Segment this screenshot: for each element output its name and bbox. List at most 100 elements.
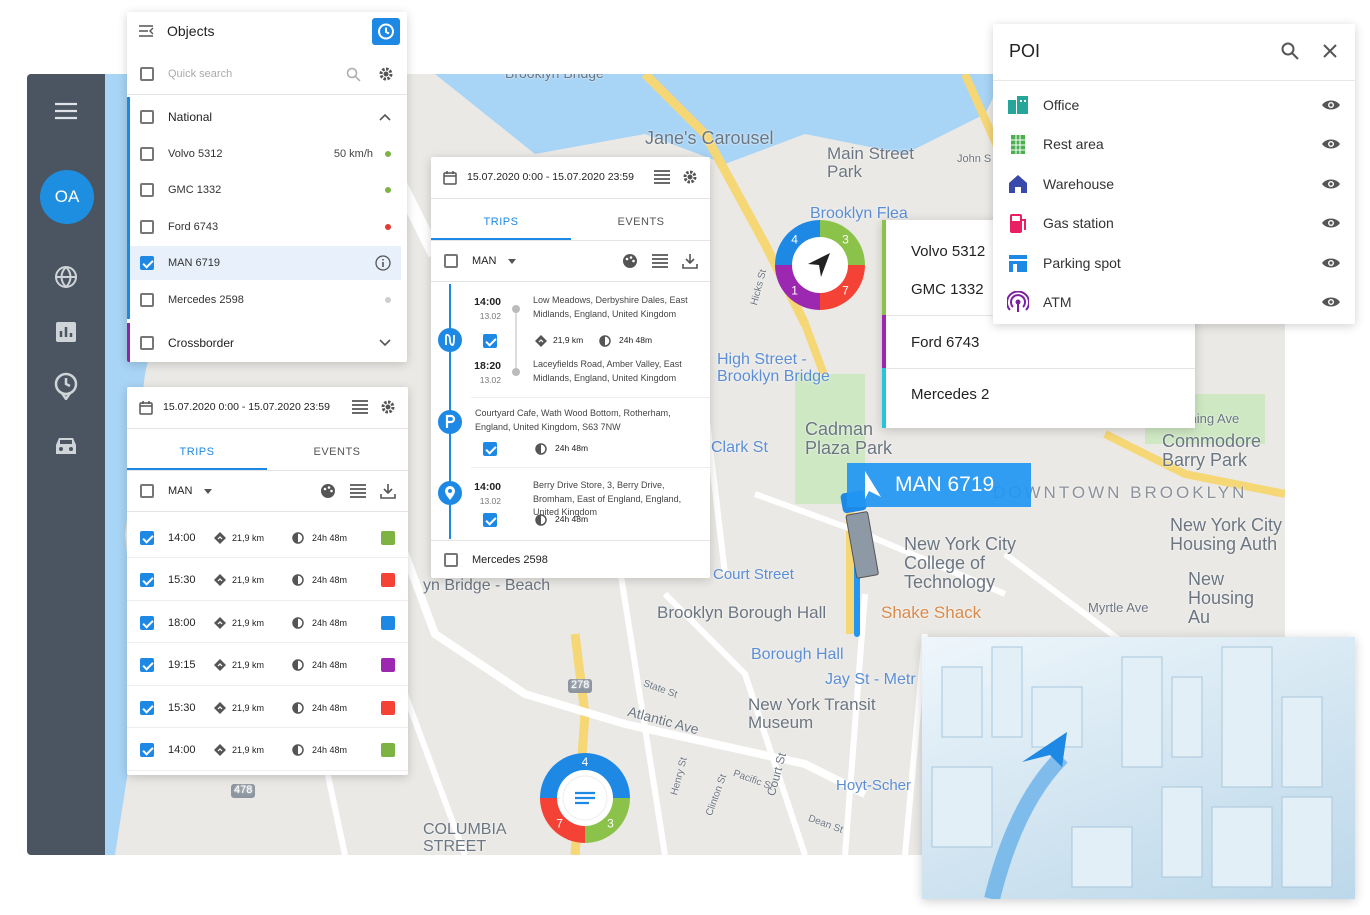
icon-part xyxy=(536,515,541,525)
poi-row[interactable]: Rest area xyxy=(993,127,1355,161)
checkbox[interactable] xyxy=(140,530,154,545)
dropdown-arrow[interactable] xyxy=(508,258,622,264)
divider xyxy=(431,198,710,199)
info-icon[interactable] xyxy=(375,255,391,271)
visibility-icon[interactable] xyxy=(1321,136,1341,152)
list-icon[interactable] xyxy=(654,169,670,185)
checkbox[interactable] xyxy=(140,146,154,161)
distance-icon xyxy=(214,701,226,714)
icon-part xyxy=(375,255,391,271)
download-icon[interactable] xyxy=(380,483,396,499)
palette-icon[interactable] xyxy=(622,253,638,269)
icon-part xyxy=(1015,299,1021,305)
globe-icon[interactable] xyxy=(54,265,78,289)
filter-name[interactable]: MAN xyxy=(168,485,193,497)
search-icon[interactable] xyxy=(1281,42,1299,60)
checkbox[interactable] xyxy=(140,700,154,715)
visibility-icon[interactable] xyxy=(1321,215,1341,231)
collapse-icon[interactable] xyxy=(139,25,155,37)
dropdown-arrow[interactable] xyxy=(204,488,320,494)
group-row[interactable]: National xyxy=(127,100,407,134)
trip-row[interactable]: 14:00 21,9 km 24h 48m xyxy=(127,731,408,771)
checkbox[interactable] xyxy=(140,256,154,270)
poi-row[interactable]: Parking spot xyxy=(993,246,1355,280)
icon-part xyxy=(683,170,697,184)
checkbox[interactable] xyxy=(140,615,154,630)
distance-icon xyxy=(214,659,226,671)
visibility-icon[interactable] xyxy=(1321,97,1341,113)
checkbox[interactable] xyxy=(483,513,497,527)
list-icon[interactable] xyxy=(350,483,366,499)
settings-icon[interactable] xyxy=(378,66,394,82)
object-row[interactable]: GMC 1332 xyxy=(127,173,407,207)
trip-row[interactable]: 18:00 21,9 km 24h 48m xyxy=(127,603,408,643)
start-address: Low Meadows, Derbyshire Dales, East Midl… xyxy=(533,295,688,319)
poi-row[interactable]: ATM xyxy=(993,285,1355,319)
trip-row[interactable]: 15:30 21,9 km 24h 48m xyxy=(127,688,408,728)
checkbox[interactable] xyxy=(140,484,154,498)
checkbox[interactable] xyxy=(140,335,154,350)
checkbox[interactable] xyxy=(140,658,154,672)
list-icon[interactable] xyxy=(652,253,668,269)
checkbox[interactable] xyxy=(483,442,497,456)
date-range[interactable]: 15.07.2020 0:00 - 15.07.2020 23:59 xyxy=(163,401,330,413)
object-row[interactable]: MAN 6719 xyxy=(127,246,401,280)
history-button[interactable] xyxy=(372,18,400,45)
trip-color xyxy=(381,658,395,672)
checkbox[interactable] xyxy=(140,67,154,81)
checkbox[interactable] xyxy=(140,183,154,197)
vehicles-icon[interactable] xyxy=(53,435,79,457)
avatar[interactable]: OA xyxy=(40,170,94,224)
object-row[interactable]: Mercedes 2598 xyxy=(431,543,710,577)
checkbox[interactable] xyxy=(444,254,458,268)
checkbox[interactable] xyxy=(140,219,154,234)
visibility-icon[interactable] xyxy=(1321,176,1341,192)
tab[interactable]: TRIPS xyxy=(179,446,215,458)
object-row[interactable]: Ford 6743 xyxy=(127,210,407,244)
menu-icon[interactable] xyxy=(55,102,77,120)
collapse-arrow xyxy=(379,113,391,121)
poi-row[interactable]: Warehouse xyxy=(993,167,1355,201)
tab[interactable]: TRIPS xyxy=(483,216,519,228)
close-icon[interactable] xyxy=(1322,43,1338,59)
download-icon[interactable] xyxy=(682,253,698,269)
reports-icon[interactable] xyxy=(55,321,77,343)
icon-part xyxy=(1009,174,1027,193)
divider xyxy=(993,80,1355,81)
palette-icon[interactable] xyxy=(320,483,336,499)
history-icon[interactable] xyxy=(53,372,79,400)
date-range[interactable]: 15.07.2020 0:00 - 15.07.2020 23:59 xyxy=(467,171,634,183)
search-input[interactable]: Quick search xyxy=(168,68,233,80)
icon-part xyxy=(217,705,223,709)
poi-name: Parking spot xyxy=(1043,254,1121,271)
checkbox[interactable] xyxy=(444,553,458,567)
trip-row[interactable]: 15:30 21,9 km 24h 48m xyxy=(127,561,408,601)
object-row[interactable]: Volvo 5312 50 km/h xyxy=(127,137,407,171)
settings-icon[interactable] xyxy=(380,399,396,415)
truck-trailer xyxy=(845,511,879,579)
list-icon[interactable] xyxy=(352,399,368,415)
checkbox[interactable] xyxy=(140,110,154,124)
visibility-icon[interactable] xyxy=(1321,255,1341,271)
filter-name[interactable]: MAN xyxy=(472,255,497,267)
trip-row[interactable]: 14:00 21,9 km 24h 48m xyxy=(127,518,408,558)
poi-row[interactable]: Office xyxy=(993,88,1355,122)
tab[interactable]: EVENTS xyxy=(617,216,665,228)
trips-panel: 15.07.2020 0:00 - 15.07.2020 23:59 TRIPS E… xyxy=(127,387,408,775)
icon-part xyxy=(445,414,456,428)
trip-duration: 24h 48m xyxy=(312,617,348,628)
checkbox[interactable] xyxy=(140,573,154,587)
checkbox[interactable] xyxy=(140,292,154,307)
group-row[interactable]: Crossborder xyxy=(127,326,407,360)
end-date: 13.02 xyxy=(479,375,501,385)
visibility-icon[interactable] xyxy=(1321,294,1341,310)
checkbox[interactable] xyxy=(483,334,497,348)
trip-row[interactable]: 19:15 21,9 km 24h 48m xyxy=(127,646,408,686)
object-row[interactable]: Mercedes 2598 xyxy=(127,283,407,317)
settings-icon[interactable] xyxy=(682,169,698,185)
status-dot xyxy=(385,223,391,230)
tab[interactable]: EVENTS xyxy=(313,446,361,458)
checkbox[interactable] xyxy=(140,743,154,757)
poi-row[interactable]: Gas station xyxy=(993,206,1355,240)
vehicle-label[interactable]: MAN 6719 xyxy=(847,463,1031,507)
